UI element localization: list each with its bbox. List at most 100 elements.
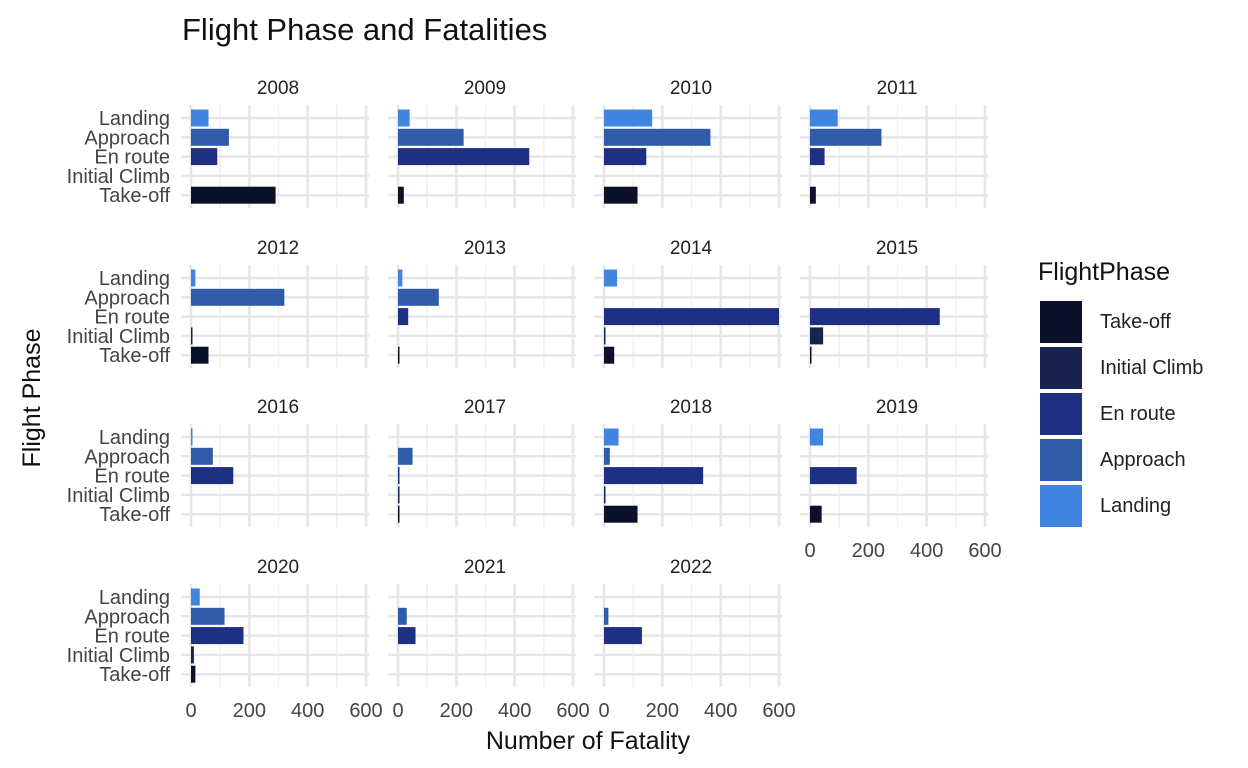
- x-tick-label: 400: [291, 700, 324, 722]
- legend-swatch: [1040, 301, 1082, 343]
- bar-2019-take-off: [810, 505, 822, 523]
- bar-2008-landing: [191, 109, 209, 127]
- panel-strip-label: 2008: [257, 78, 299, 99]
- bar-2016-en-route: [191, 467, 234, 485]
- bar-2019-en-route: [810, 467, 857, 485]
- bar-2020-approach: [191, 607, 225, 625]
- bar-2020-en-route: [191, 627, 244, 645]
- panel-strip-label: 2014: [670, 238, 713, 259]
- y-tick-label: En route: [94, 147, 170, 169]
- bar-2009-landing: [398, 109, 410, 127]
- x-tick-label: 600: [349, 700, 382, 722]
- panel-2022: 2022 0 200 400 600: [594, 557, 796, 722]
- panel-2021: 2021 0 200 400 600: [388, 557, 590, 722]
- y-tick-label: Landing: [99, 587, 170, 609]
- bar-2012-initial-climb: [191, 327, 193, 345]
- legend-item: Landing: [1030, 483, 1203, 529]
- bar-2012-take-off: [191, 346, 209, 364]
- panel-strip-label: 2010: [670, 78, 712, 99]
- bar-2018-approach: [604, 447, 610, 465]
- bar-2020-landing: [191, 588, 200, 606]
- bar-2010-take-off: [604, 186, 638, 204]
- bar-2015-initial-climb: [810, 327, 824, 345]
- bar-2009-approach: [398, 128, 464, 146]
- y-tick-label: En route: [94, 307, 170, 329]
- bar-2010-approach: [604, 128, 711, 146]
- legend-swatch: [1040, 439, 1082, 481]
- y-tick-label: Initial Climb: [67, 485, 170, 507]
- bar-2011-take-off: [810, 186, 816, 204]
- y-tick-label: Approach: [84, 127, 170, 149]
- y-tick-label: Initial Climb: [67, 326, 170, 348]
- bar-2008-take-off: [191, 186, 276, 204]
- bar-2009-take-off: [398, 186, 404, 204]
- panel-2017: 2017: [388, 397, 576, 527]
- bar-2014-landing: [604, 269, 618, 287]
- bar-2017-approach: [398, 447, 413, 465]
- x-tick-label: 400: [498, 700, 531, 722]
- bar-2012-approach: [191, 288, 285, 306]
- legend-swatch: [1040, 393, 1082, 435]
- legend-label: Take-off: [1100, 310, 1171, 333]
- bar-2015-en-route: [810, 308, 940, 326]
- bar-2008-approach: [191, 128, 229, 146]
- x-tick-label: 400: [704, 700, 737, 722]
- x-tick-label: 0: [598, 700, 609, 722]
- panel-strip-label: 2019: [876, 397, 918, 418]
- panel-strip-label: 2012: [257, 238, 299, 259]
- x-tick-label: 200: [646, 700, 679, 722]
- x-tick-label: 600: [762, 700, 795, 722]
- bar-2019-landing: [810, 428, 824, 446]
- bar-2018-en-route: [604, 467, 704, 485]
- y-tick-label: Landing: [99, 108, 170, 130]
- x-tick-label: 600: [556, 700, 589, 722]
- x-tick-label: 400: [910, 540, 943, 562]
- legend-swatch: [1040, 347, 1082, 389]
- panel-2011: 2011: [800, 78, 988, 208]
- bar-2011-approach: [810, 128, 882, 146]
- bar-2020-initial-climb: [191, 646, 194, 664]
- legend-item: Approach: [1030, 437, 1203, 483]
- panel-strip-label: 2016: [257, 397, 299, 418]
- y-tick-label: Initial Climb: [67, 166, 170, 188]
- bar-2021-en-route: [398, 627, 416, 645]
- bar-2016-landing: [191, 428, 193, 446]
- y-tick-label: Take-off: [99, 504, 170, 526]
- y-axis-label: Flight Phase: [18, 329, 46, 468]
- y-tick-label: En route: [94, 466, 170, 488]
- panel-strip-label: 2022: [670, 557, 712, 578]
- y-tick-label: Landing: [99, 427, 170, 449]
- panel-2009: 2009: [388, 78, 576, 208]
- y-tick-label: Approach: [84, 287, 170, 309]
- panel-strip-label: 2018: [670, 397, 712, 418]
- panel-strip-label: 2015: [876, 238, 918, 259]
- bar-2009-en-route: [398, 148, 530, 166]
- bar-2014-initial-climb: [604, 327, 606, 345]
- x-tick-label: 0: [185, 700, 196, 722]
- y-tick-label: Take-off: [99, 664, 170, 686]
- bar-2011-landing: [810, 109, 838, 127]
- bar-2013-approach: [398, 288, 439, 306]
- bar-2017-take-off: [398, 505, 400, 523]
- legend-label: En route: [1100, 402, 1176, 425]
- panel-strip-label: 2013: [464, 238, 506, 259]
- x-tick-label: 600: [968, 540, 1001, 562]
- panel-strip-label: 2020: [257, 557, 299, 578]
- y-tick-label: Initial Climb: [67, 645, 170, 667]
- legend-item: En route: [1030, 391, 1203, 437]
- bar-2016-approach: [191, 447, 213, 465]
- bar-2012-landing: [191, 269, 196, 287]
- bar-2022-en-route: [604, 627, 642, 645]
- bar-2022-approach: [604, 607, 609, 625]
- chart-title: Flight Phase and Fatalities: [182, 12, 547, 47]
- legend-swatch: [1040, 485, 1082, 527]
- y-tick-label: Approach: [84, 606, 170, 628]
- bar-2013-take-off: [398, 346, 400, 364]
- panel-2010: 2010: [594, 78, 782, 208]
- panel-strip-label: 2017: [464, 397, 506, 418]
